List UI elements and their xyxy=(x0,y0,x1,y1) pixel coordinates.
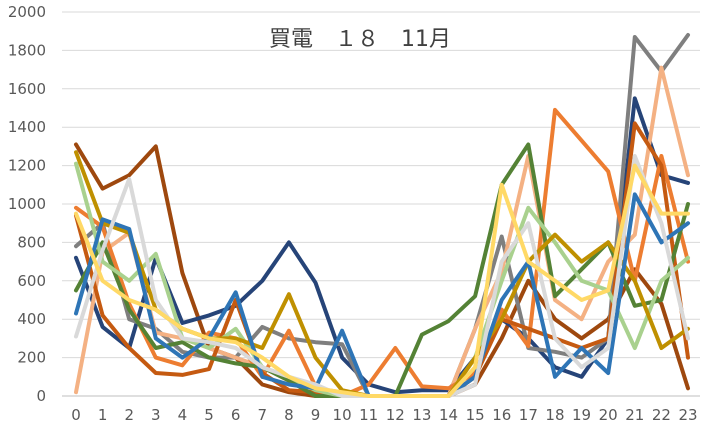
series-line-12 xyxy=(74,163,690,398)
x-tick-label: 8 xyxy=(284,406,294,424)
y-tick-label: 200 xyxy=(17,349,46,367)
x-tick-label: 18 xyxy=(545,406,564,424)
y-tick-label: 1400 xyxy=(8,118,46,136)
x-tick-label: 6 xyxy=(231,406,241,424)
x-tick-label: 11 xyxy=(359,406,378,424)
x-tick-label: 16 xyxy=(492,406,511,424)
x-tick-label: 7 xyxy=(257,406,267,424)
x-tick-label: 0 xyxy=(71,406,81,424)
series-line-2 xyxy=(74,96,690,395)
x-tick-label: 13 xyxy=(412,406,431,424)
series-lines xyxy=(74,33,690,398)
x-tick-label: 9 xyxy=(311,406,321,424)
y-tick-label: 800 xyxy=(17,233,46,251)
x-tick-label: 4 xyxy=(178,406,188,424)
x-tick-label: 21 xyxy=(625,406,644,424)
x-tick-label: 1 xyxy=(98,406,108,424)
y-tick-label: 0 xyxy=(36,387,46,405)
x-tick-label: 23 xyxy=(678,406,697,424)
x-tick-label: 22 xyxy=(652,406,671,424)
x-axis-tick-labels: 0 1 2 3 4 5 6 7 8 9 10 11 12 13 14 15 16 17 18 19 20 21 22 23 xyxy=(71,406,697,424)
y-tick-label: 1200 xyxy=(8,157,46,175)
y-axis-tick-labels: 0 200 400 600 800 1000 1200 1400 1600 1800 2000 xyxy=(8,3,46,405)
x-tick-label: 17 xyxy=(519,406,538,424)
y-tick-label: 400 xyxy=(17,310,46,328)
series-line-5 xyxy=(74,107,690,398)
x-tick-label: 5 xyxy=(204,406,214,424)
x-tick-label: 20 xyxy=(599,406,618,424)
x-tick-label: 14 xyxy=(439,406,458,424)
x-tick-label: 12 xyxy=(386,406,405,424)
y-tick-label: 1800 xyxy=(8,41,46,59)
y-tick-label: 600 xyxy=(17,272,46,290)
x-tick-label: 15 xyxy=(466,406,485,424)
x-tick-label: 2 xyxy=(124,406,134,424)
chart-title: 買電 １８ 11月 xyxy=(269,27,451,52)
y-tick-label: 1600 xyxy=(8,80,46,98)
y-tick-label: 1000 xyxy=(8,195,46,213)
y-tick-label: 2000 xyxy=(8,3,46,21)
x-tick-label: 19 xyxy=(572,406,591,424)
x-tick-label: 10 xyxy=(333,406,352,424)
x-tick-label: 3 xyxy=(151,406,161,424)
